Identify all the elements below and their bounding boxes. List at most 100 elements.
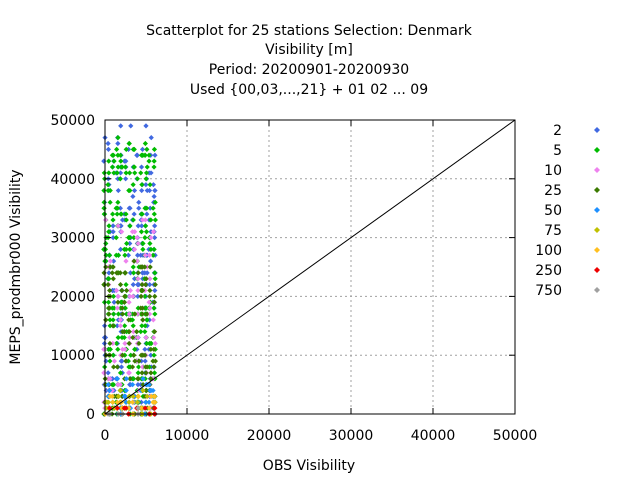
data-point-2 bbox=[152, 152, 158, 158]
diagonal-line bbox=[104, 119, 516, 415]
data-point-25 bbox=[148, 346, 154, 352]
data-point-25 bbox=[139, 370, 145, 376]
data-point-5 bbox=[130, 376, 137, 382]
data-point-5 bbox=[134, 176, 141, 182]
data-point-10 bbox=[135, 334, 141, 341]
data-point-5 bbox=[130, 146, 136, 152]
data-point-10 bbox=[147, 276, 153, 282]
legend-label-5: 5 bbox=[553, 143, 562, 159]
data-point-25 bbox=[124, 287, 130, 294]
data-point-2 bbox=[147, 282, 153, 288]
chart-title: Scatterplot for 25 stations Selection: D… bbox=[146, 23, 473, 98]
data-point-2 bbox=[150, 182, 157, 188]
data-point-5 bbox=[130, 264, 136, 270]
data-point-50 bbox=[146, 399, 152, 405]
data-point-2 bbox=[117, 205, 123, 211]
data-point-50 bbox=[147, 387, 153, 394]
data-point-5 bbox=[126, 140, 132, 147]
y-tick-label: 40000 bbox=[50, 172, 95, 188]
data-point-10 bbox=[126, 299, 132, 305]
data-point-25 bbox=[119, 352, 126, 358]
data-point-2 bbox=[139, 187, 145, 194]
data-point-5 bbox=[135, 370, 141, 376]
data-point-5 bbox=[114, 211, 120, 217]
data-point-10 bbox=[148, 235, 154, 241]
data-point-25 bbox=[132, 358, 138, 364]
data-point-2 bbox=[131, 187, 138, 194]
data-point-5 bbox=[147, 182, 153, 188]
data-point-5 bbox=[152, 270, 158, 276]
data-point-75 bbox=[134, 399, 141, 405]
data-point-100 bbox=[146, 405, 152, 411]
data-point-2 bbox=[134, 152, 140, 158]
title-line-4: Used {00,03,...,21} + 01 02 ... 09 bbox=[190, 82, 428, 98]
data-point-5 bbox=[138, 152, 145, 158]
data-point-100 bbox=[135, 393, 142, 399]
data-point-5 bbox=[138, 170, 144, 176]
data-point-250 bbox=[142, 405, 148, 411]
data-point-10 bbox=[139, 364, 146, 370]
data-point-2 bbox=[147, 205, 153, 211]
data-point-5 bbox=[139, 211, 145, 217]
legend-label-750: 750 bbox=[535, 283, 562, 299]
data-point-25 bbox=[106, 311, 112, 317]
data-point-25 bbox=[139, 287, 145, 294]
x-axis-label: OBS Visibility bbox=[263, 458, 355, 474]
data-point-25 bbox=[107, 287, 113, 294]
data-point-25 bbox=[119, 305, 125, 311]
data-point-5 bbox=[151, 370, 158, 376]
data-point-25 bbox=[151, 346, 157, 352]
data-point-5 bbox=[113, 340, 120, 347]
data-point-5 bbox=[139, 323, 145, 329]
data-point-2 bbox=[131, 276, 138, 282]
data-point-75 bbox=[140, 387, 146, 394]
data-point-2 bbox=[118, 364, 125, 370]
data-point-75 bbox=[126, 399, 132, 405]
data-point-10 bbox=[117, 317, 124, 323]
data-point-10 bbox=[142, 252, 148, 258]
x-tick-label: 40000 bbox=[411, 428, 456, 444]
data-point-2 bbox=[115, 140, 121, 147]
data-point-5 bbox=[138, 329, 144, 335]
data-point-25 bbox=[117, 282, 124, 288]
data-point-5 bbox=[142, 223, 149, 229]
data-point-25 bbox=[143, 276, 149, 282]
data-point-10 bbox=[114, 305, 121, 311]
data-point-10 bbox=[152, 340, 158, 347]
data-point-25 bbox=[114, 270, 120, 276]
data-point-25 bbox=[139, 305, 146, 311]
data-point-2 bbox=[118, 123, 124, 129]
data-point-2 bbox=[123, 158, 129, 164]
data-point-25 bbox=[107, 340, 113, 347]
data-point-5 bbox=[126, 364, 132, 370]
data-point-25 bbox=[105, 282, 111, 288]
data-point-2 bbox=[119, 217, 126, 223]
data-point-10 bbox=[130, 329, 137, 335]
data-point-5 bbox=[105, 276, 111, 282]
y-tick-label: 20000 bbox=[50, 289, 95, 305]
data-point-25 bbox=[136, 340, 142, 347]
data-point-25 bbox=[138, 293, 144, 299]
data-point-10 bbox=[147, 305, 153, 311]
data-point-5 bbox=[131, 164, 137, 170]
data-point-2 bbox=[118, 358, 124, 364]
legend-marker-100 bbox=[594, 247, 600, 253]
data-point-5 bbox=[127, 170, 133, 176]
data-point-5 bbox=[114, 170, 120, 176]
data-point-5 bbox=[105, 182, 111, 188]
data-point-5 bbox=[143, 170, 150, 176]
data-point-2 bbox=[135, 282, 141, 288]
data-point-50 bbox=[106, 387, 113, 394]
data-point-5 bbox=[115, 199, 121, 205]
data-point-5 bbox=[151, 158, 157, 164]
data-point-5 bbox=[110, 217, 116, 223]
data-point-2 bbox=[105, 146, 112, 152]
data-point-5 bbox=[143, 229, 150, 235]
data-point-5 bbox=[111, 305, 117, 311]
data-point-10 bbox=[135, 240, 141, 247]
data-point-100 bbox=[152, 399, 158, 405]
data-point-25 bbox=[139, 311, 146, 317]
data-point-25 bbox=[120, 311, 126, 317]
data-point-50 bbox=[121, 393, 128, 399]
